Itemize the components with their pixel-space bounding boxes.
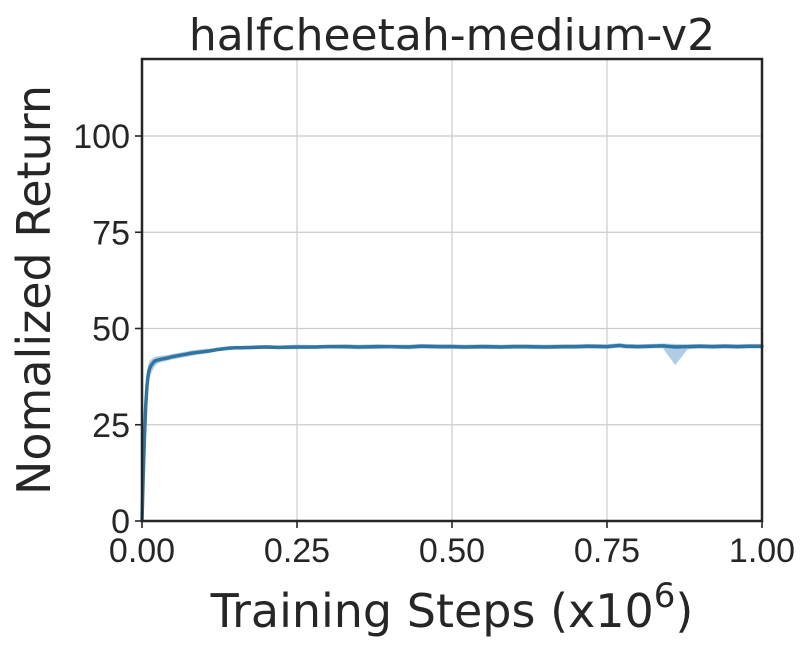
series-mean-line [140, 343, 764, 523]
series-line [140, 343, 764, 523]
x-tick-label-1: 0.25 [264, 532, 330, 570]
x-axis-label-close: ) [675, 584, 693, 638]
x-axis-label-text: Training Steps (x10 [210, 584, 654, 638]
x-tick-label-2: 0.50 [419, 532, 485, 570]
y-tick-label-3: 75 [92, 214, 130, 252]
chart-title: halfcheetah-medium-v2 [189, 10, 715, 61]
y-tick-label-4: 100 [73, 118, 130, 156]
grid [141, 59, 763, 522]
x-tick-label-3: 0.75 [574, 532, 640, 570]
y-tick-label-2: 50 [92, 311, 130, 349]
y-tick-label-0: 0 [111, 503, 130, 541]
x-tick-label-4: 1.00 [729, 532, 795, 570]
y-tick-label-1: 25 [92, 407, 130, 445]
y-axis-ticks: 0 25 50 75 100 [73, 118, 142, 541]
x-axis-ticks: 0.00 0.25 0.50 0.75 1.00 [109, 521, 795, 570]
x-axis-label: Training Steps (x106) [210, 576, 694, 638]
x-axis-label-exponent: 6 [654, 576, 676, 616]
x-tick-label-0: 0.00 [109, 532, 175, 570]
y-axis-label: Nomalized Return [7, 85, 61, 495]
